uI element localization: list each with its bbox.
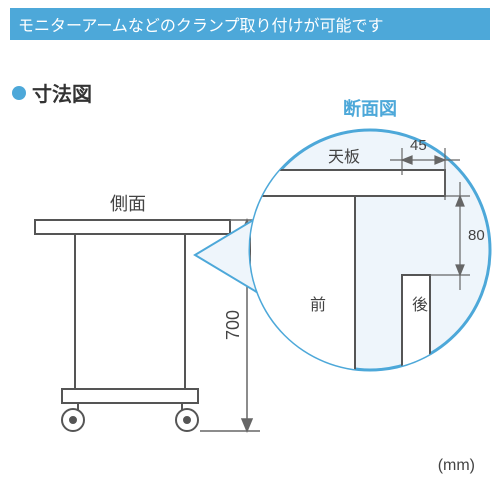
detail-view: 断面図 天板 前 後 45 80 bbox=[250, 98, 490, 396]
dim-offset-value: 45 bbox=[410, 137, 427, 154]
detail-title: 断面図 bbox=[343, 98, 397, 119]
front-label: 前 bbox=[310, 296, 326, 314]
dim-height-value: 700 bbox=[223, 310, 243, 340]
top-plate-label: 天板 bbox=[328, 148, 360, 166]
dim-gap-value: 80 bbox=[468, 227, 485, 244]
back-label: 後 bbox=[412, 296, 428, 314]
diagram-svg: 700 断面図 天板 前 後 45 bbox=[0, 0, 500, 500]
